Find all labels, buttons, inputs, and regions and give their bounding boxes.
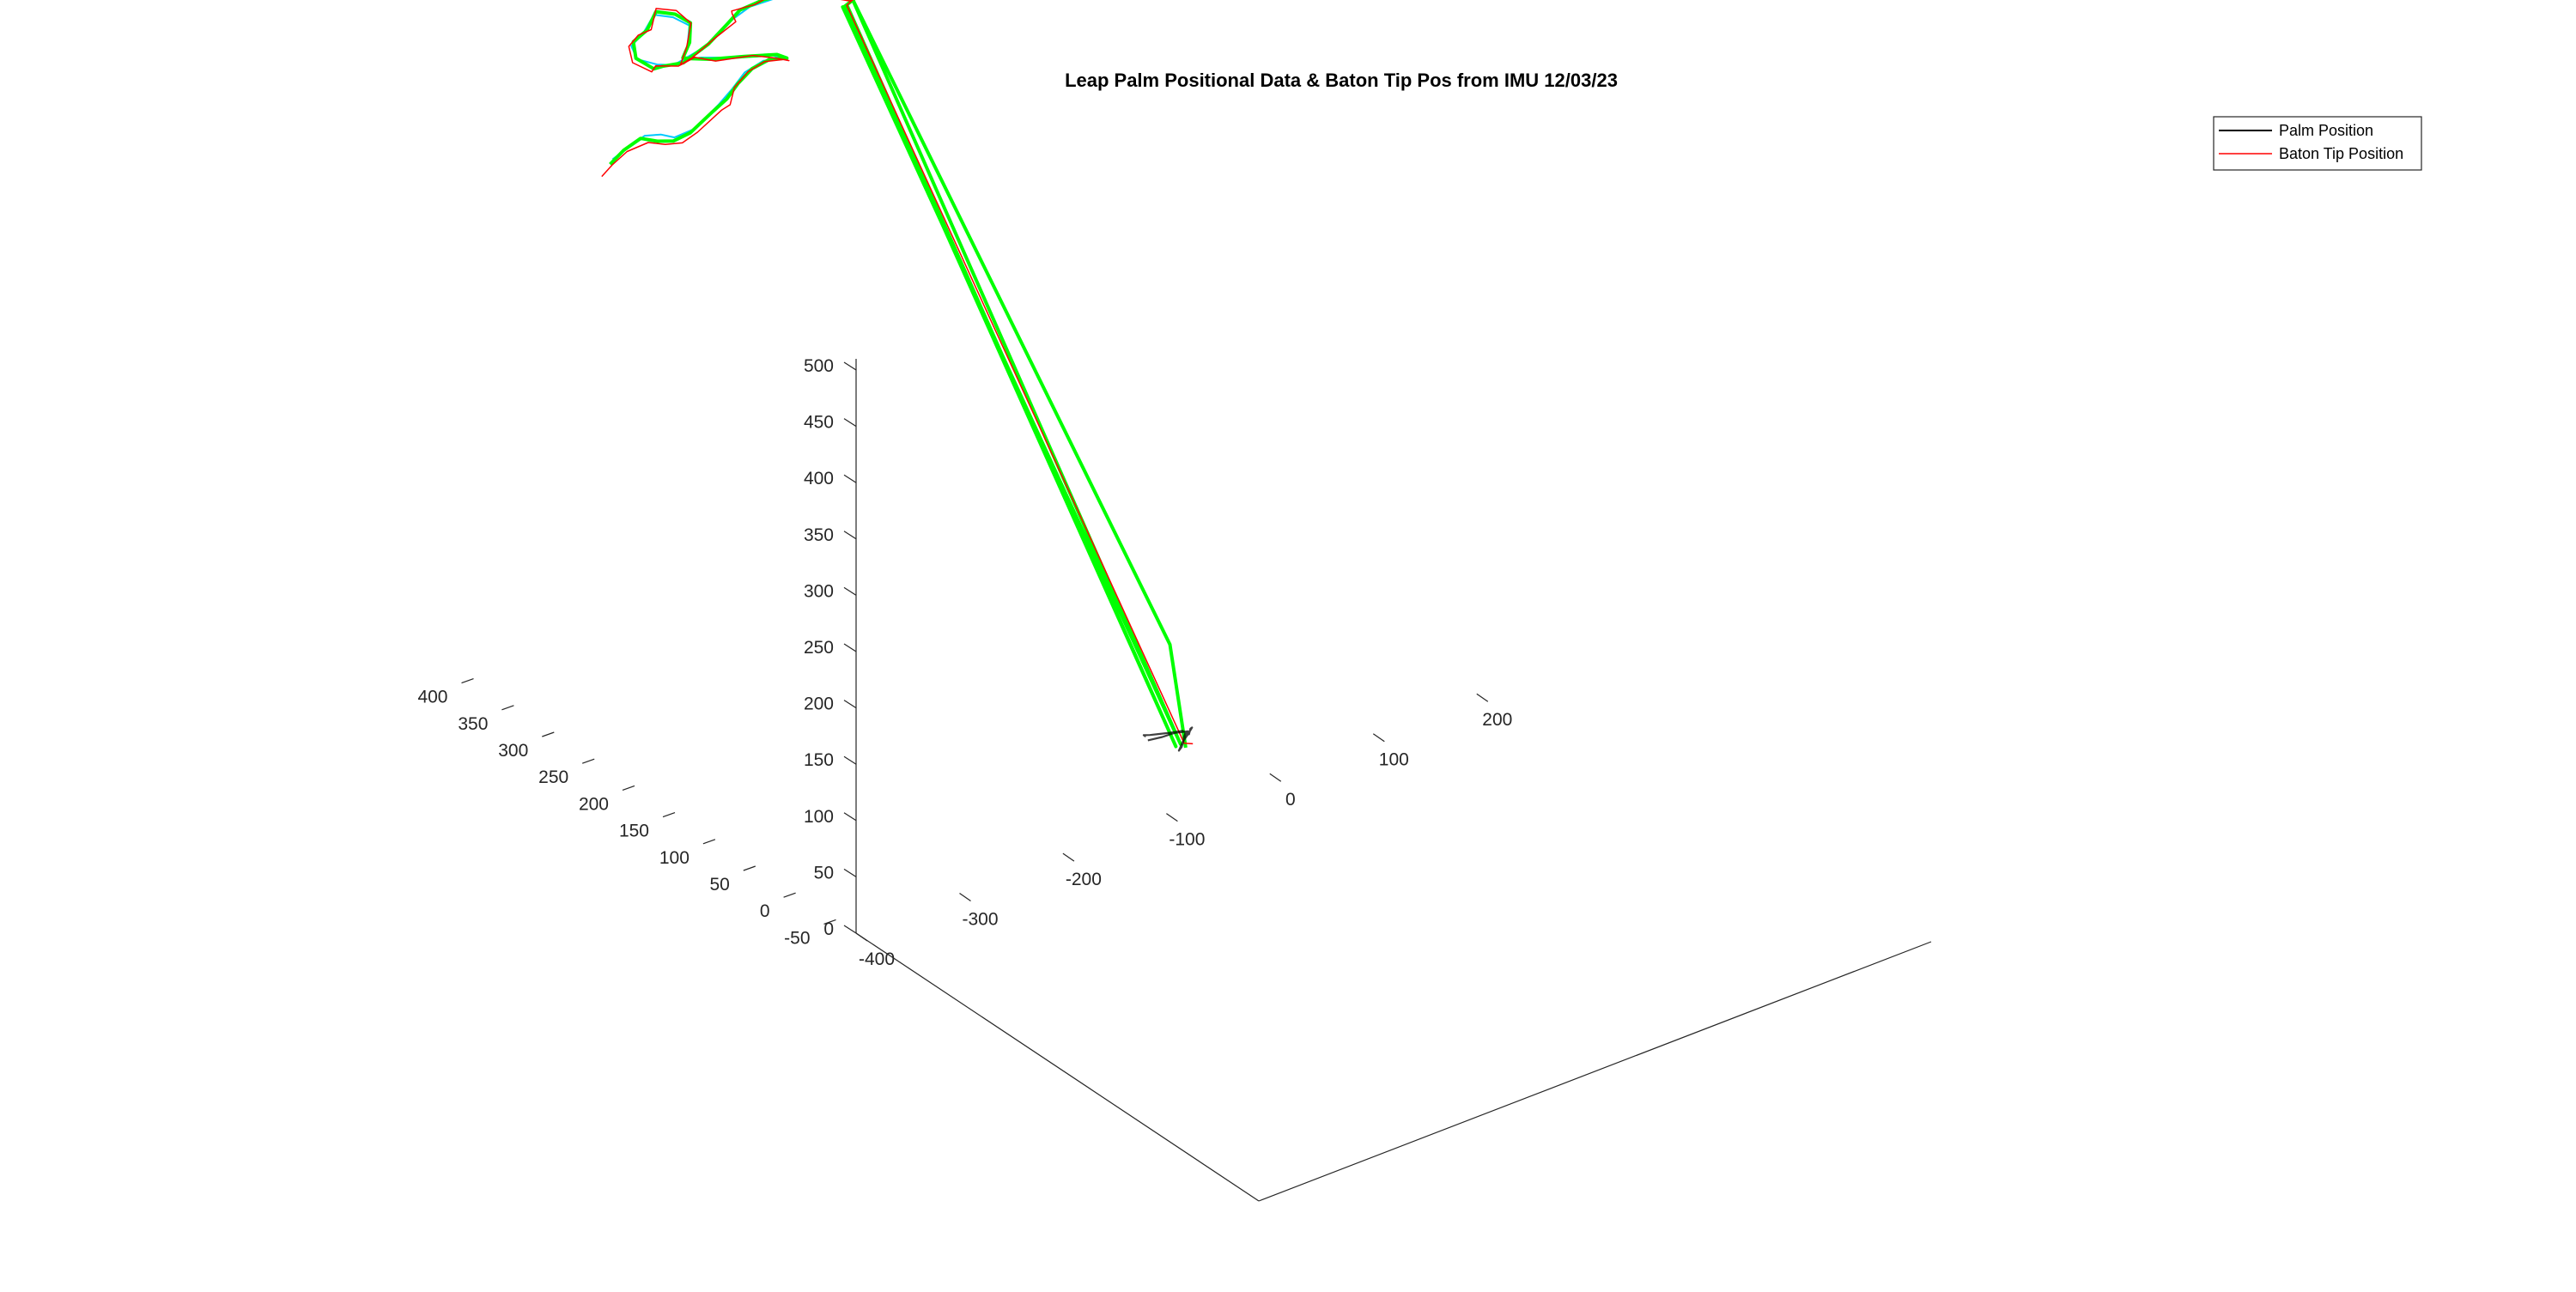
z-tick-mark	[843, 643, 857, 652]
z-tick-label: 250	[804, 638, 834, 658]
z-tick-mark	[843, 474, 857, 483]
y-tick-mark	[581, 758, 595, 764]
z-tick-label: 200	[804, 695, 834, 714]
y-tick-mark	[743, 865, 756, 871]
z-tick-mark	[843, 755, 857, 765]
z-tick-label: 0	[823, 919, 834, 939]
y-tick-mark	[823, 919, 836, 925]
legend-box	[2213, 116, 2422, 171]
axes	[855, 359, 1932, 1202]
y-tick-label: 300	[498, 741, 528, 761]
y-tick-label: 150	[619, 822, 649, 841]
z-tick-mark	[843, 586, 857, 596]
y-tick-mark	[783, 892, 796, 898]
x-tick-mark	[1062, 852, 1075, 862]
x-tick-label: 100	[1379, 750, 1409, 770]
y-tick-mark	[662, 812, 676, 818]
x-tick-label: -300	[962, 910, 998, 930]
z-tick-label: 50	[814, 863, 834, 883]
z-tick-mark	[843, 531, 857, 540]
y-tick-label: 350	[458, 714, 488, 734]
plot-area	[601, 0, 1194, 752]
z-tick-label: 500	[804, 356, 834, 376]
x-tick-mark	[1476, 693, 1489, 702]
y-tick-label: 200	[579, 794, 609, 814]
y-tick-mark	[542, 731, 555, 737]
legend-label-palm-position: Palm Position	[2279, 122, 2373, 139]
y-tick-label: -50	[784, 928, 810, 948]
z-tick-mark	[843, 925, 857, 934]
x-tick-label: -200	[1066, 870, 1102, 889]
baton-tip-position-series-line	[601, 0, 1194, 745]
x-axis-line	[1258, 941, 1932, 1202]
z-tick-label: 150	[804, 750, 834, 770]
y-tick-label: 50	[709, 875, 729, 895]
z-tick-mark	[843, 868, 857, 877]
legend[interactable]: Palm Position Baton Tip Position	[2213, 116, 2422, 171]
y-tick-mark	[702, 839, 716, 845]
y-tick-label: 400	[417, 688, 447, 707]
palm-position-series-line	[1142, 726, 1194, 752]
y-tick-label: 100	[659, 848, 690, 868]
y-tick-mark	[622, 785, 635, 791]
z-tick-mark	[843, 418, 857, 428]
axis-ticks: 0 50 100 150 200 250 300 350 400 450 500 -50 0 50 100 1…	[417, 356, 1512, 969]
x-tick-mark	[959, 893, 971, 901]
z-tick-mark	[843, 361, 857, 371]
z-tick-label: 450	[804, 413, 834, 433]
x-tick-mark	[1269, 773, 1282, 782]
x-tick-mark	[1166, 813, 1178, 822]
z-tick-mark	[843, 700, 857, 709]
z-tick-label: 300	[804, 581, 834, 601]
x-tick-label: 0	[1285, 790, 1296, 810]
y-tick-mark	[461, 678, 474, 684]
y-axis-line	[855, 932, 1260, 1202]
x-tick-mark	[855, 932, 868, 942]
y-tick-label: 0	[760, 901, 770, 921]
y-tick-label: 250	[538, 767, 568, 787]
z-tick-mark	[843, 812, 857, 822]
legend-label-baton-tip-position: Baton Tip Position	[2279, 145, 2403, 162]
y-tick-mark	[501, 705, 514, 711]
z-tick-label: 100	[804, 807, 834, 827]
x-tick-label: 200	[1482, 710, 1512, 730]
x-tick-mark	[1372, 733, 1385, 743]
z-tick-label: 350	[804, 525, 834, 545]
chart-title: Leap Palm Positional Data & Baton Tip Po…	[1065, 70, 1618, 91]
x-tick-label: -100	[1169, 830, 1205, 850]
x-tick-label: -400	[859, 949, 895, 969]
z-tick-label: 400	[804, 469, 834, 488]
